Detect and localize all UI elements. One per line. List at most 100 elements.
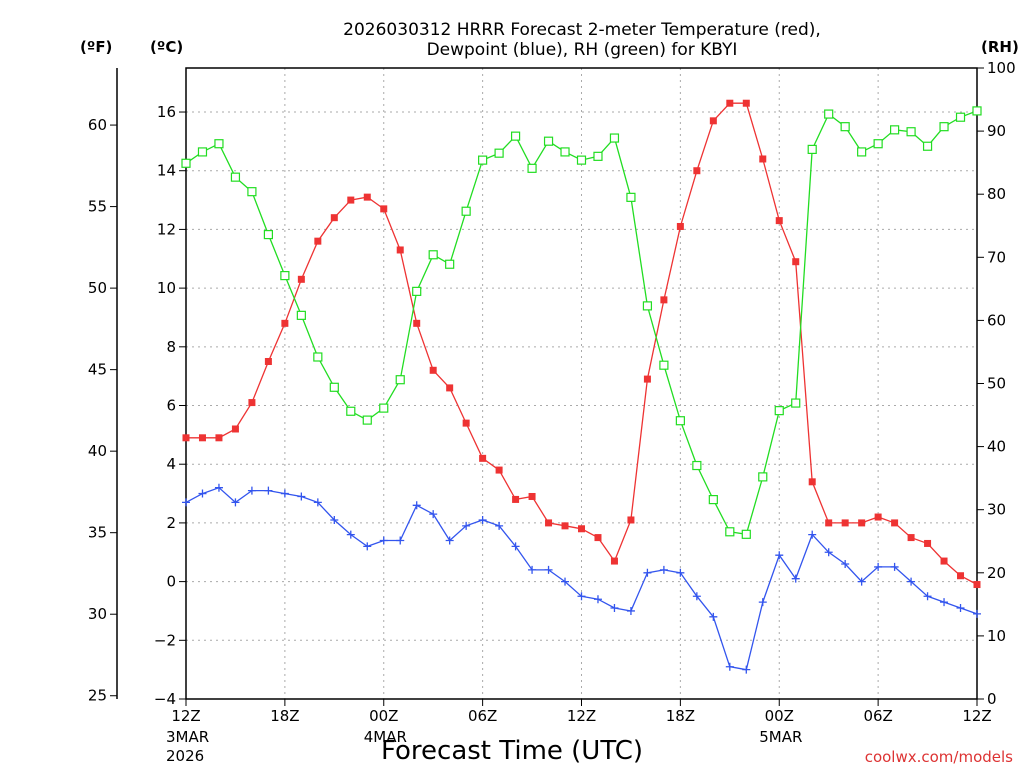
- x-year-label: 2026: [166, 747, 204, 765]
- rh-tick-label: 50: [987, 375, 1006, 393]
- credit-label: coolwx.com/models: [865, 748, 1013, 766]
- dewpoint-point: [280, 489, 289, 498]
- temperature-point: [545, 519, 553, 527]
- rh-point: [478, 155, 488, 165]
- rh-point: [791, 398, 801, 408]
- rh-point: [741, 529, 751, 539]
- chart-subtitle: Dewpoint (blue), RH (green) for KBYI: [427, 40, 738, 60]
- temperature-point: [792, 258, 800, 266]
- dewpoint-point: [182, 498, 190, 507]
- rh-point: [181, 158, 191, 168]
- rh-point: [857, 147, 867, 157]
- rh-point: [560, 147, 570, 157]
- temperature-series: [182, 99, 981, 589]
- temperature-point: [561, 522, 569, 530]
- rh-point: [758, 472, 768, 482]
- temperature-point: [231, 425, 239, 433]
- temperature-point: [841, 519, 849, 527]
- temperature-point: [396, 246, 404, 254]
- dewpoint-point: [758, 598, 767, 607]
- dewpoint-point: [725, 662, 734, 671]
- dewpoint-point: [643, 568, 652, 577]
- dewpoint-point: [379, 536, 388, 545]
- rh-point: [494, 148, 504, 158]
- dewpoint-point: [940, 598, 949, 607]
- rh-unit-label: (RH): [981, 38, 1019, 56]
- dewpoint-point: [231, 498, 240, 507]
- dewpoint-point: [593, 595, 602, 604]
- temperature-point: [429, 366, 437, 374]
- fahrenheit-tick-label: 25: [88, 687, 107, 705]
- temperature-point: [528, 492, 536, 500]
- temperature-point: [215, 434, 223, 442]
- temperature-point: [709, 117, 717, 125]
- rh-tick-label: 60: [987, 311, 1006, 329]
- x-tick-label: 12Z: [962, 707, 991, 725]
- rh-tick-label: 90: [987, 122, 1006, 140]
- rh-point: [824, 109, 834, 119]
- temperature-point: [198, 434, 206, 442]
- rh-point: [708, 495, 718, 505]
- rh-point: [296, 310, 306, 320]
- temperature-point: [363, 193, 371, 201]
- temperature-point: [891, 519, 899, 527]
- rh-point: [939, 122, 949, 132]
- celsius-tick-label: 2: [166, 514, 176, 532]
- x-date-label: 3MAR: [166, 728, 209, 746]
- rh-point: [346, 406, 356, 416]
- dewpoint-point: [824, 548, 833, 557]
- dewpoint-series: [182, 483, 981, 674]
- dewpoint-point: [692, 592, 701, 601]
- rh-point: [247, 187, 257, 197]
- dewpoint-point: [577, 592, 586, 601]
- temperature-point: [643, 375, 651, 383]
- fahrenheit-tick-label: 30: [88, 605, 107, 623]
- temperature-point: [858, 519, 866, 527]
- temperature-point: [693, 167, 701, 175]
- temperature-point: [413, 319, 421, 327]
- rh-tick-label: 10: [987, 627, 1006, 645]
- temperature-point: [182, 434, 190, 442]
- rh-point: [692, 460, 702, 471]
- rh-point: [362, 415, 372, 425]
- dewpoint-point: [841, 559, 850, 568]
- celsius-tick-label: −2: [154, 631, 176, 649]
- dewpoint-point: [346, 530, 355, 539]
- rh-series: [181, 106, 982, 539]
- temperature-point: [248, 399, 256, 407]
- dewpoint-point: [412, 501, 421, 510]
- rh-point: [214, 139, 224, 149]
- dewpoint-point: [857, 577, 866, 586]
- dewpoint-point: [462, 521, 471, 530]
- celsius-tick-label: 16: [157, 103, 176, 121]
- celsius-tick-label: 4: [166, 455, 176, 473]
- dewpoint-point: [659, 565, 668, 574]
- celsius-tick-label: 10: [157, 279, 176, 297]
- dewpoint-point: [247, 486, 256, 495]
- rh-point: [774, 406, 784, 416]
- temperature-point: [660, 296, 668, 304]
- dewpoint-point: [198, 489, 207, 498]
- dewpoint-point: [626, 606, 635, 615]
- rh-point: [543, 136, 554, 146]
- rh-point: [873, 139, 883, 149]
- dewpoint-point: [775, 551, 784, 560]
- temperature-point: [264, 357, 272, 365]
- temperature-point: [380, 205, 388, 213]
- dewpoint-point: [742, 665, 751, 674]
- fahrenheit-tick-label: 35: [88, 524, 107, 542]
- dewpoint-point: [973, 609, 981, 618]
- rh-tick-label: 70: [987, 248, 1006, 266]
- dewpoint-point: [676, 568, 685, 577]
- temperature-point: [742, 99, 750, 107]
- temperature-point: [610, 557, 618, 565]
- temperature-point: [627, 516, 635, 524]
- rh-point: [510, 131, 521, 141]
- rh-tick-label: 0: [987, 690, 997, 708]
- dewpoint-point: [297, 492, 306, 501]
- temperature-point: [775, 217, 783, 225]
- dewpoint-point: [264, 486, 273, 495]
- temperature-point: [578, 525, 585, 533]
- rh-point: [922, 141, 933, 151]
- rh-point: [263, 229, 273, 240]
